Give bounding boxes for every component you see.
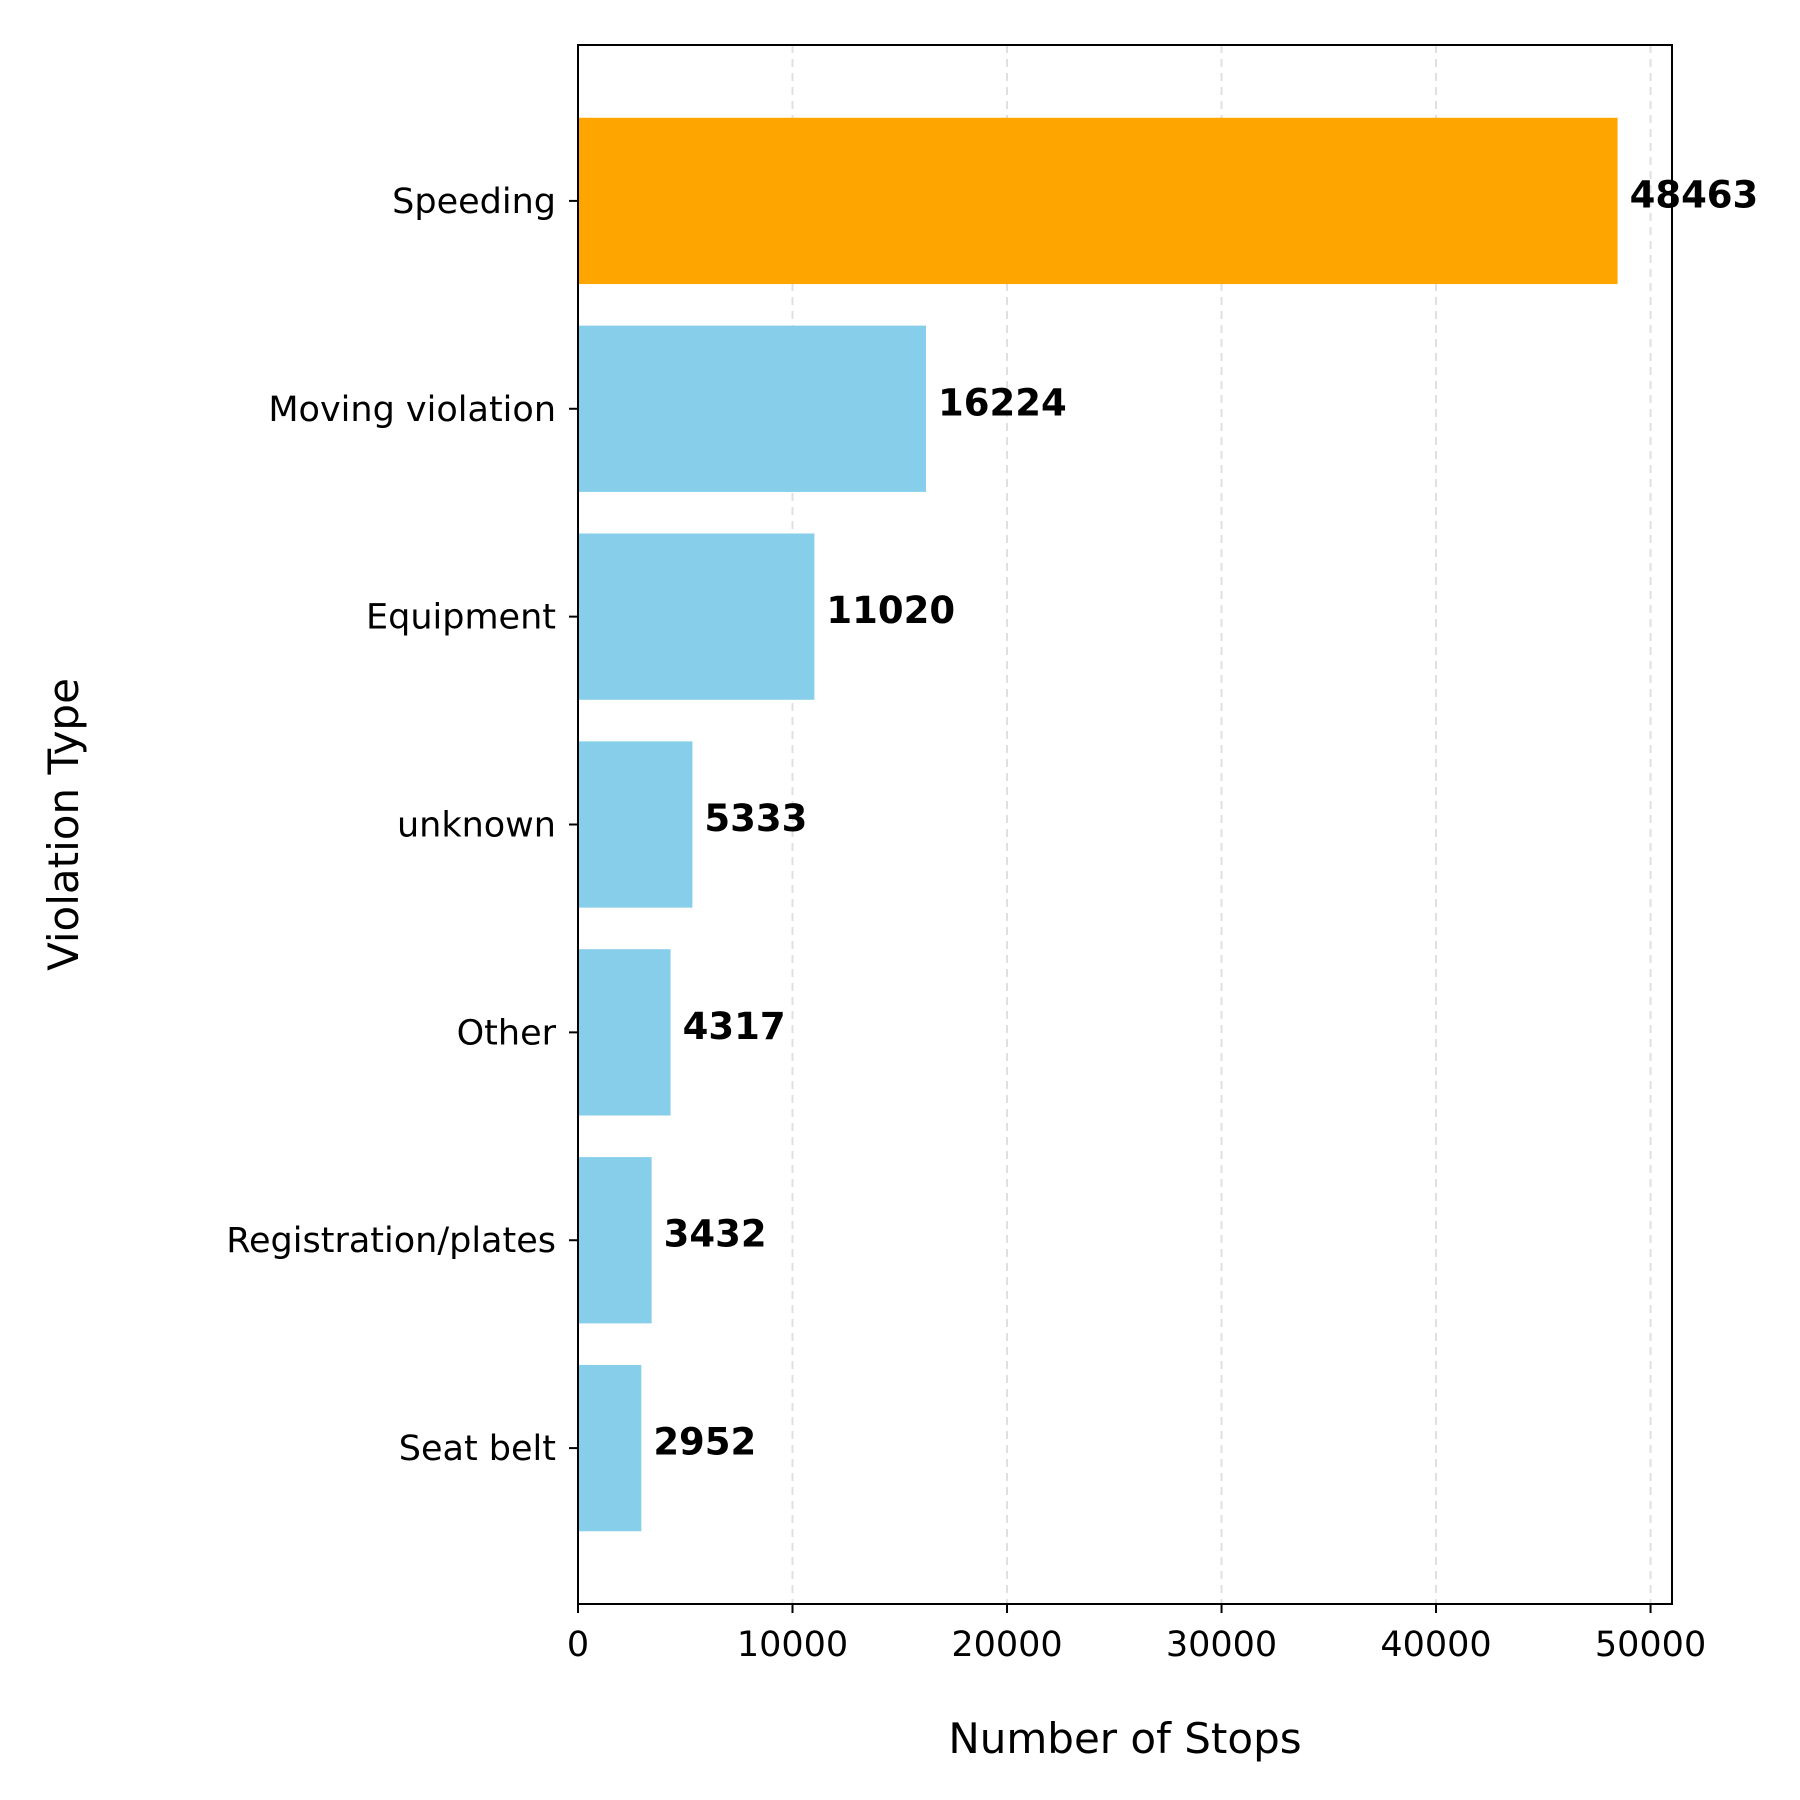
y-tick-label: Speeding (392, 182, 556, 222)
y-tick-label: Other (457, 1013, 557, 1053)
y-axis-title: Violation Type (39, 678, 88, 971)
y-tick-label: Seat belt (399, 1429, 556, 1469)
x-tick-label: 30000 (1166, 1625, 1277, 1665)
x-tick-label: 0 (567, 1625, 589, 1665)
bar (578, 949, 671, 1116)
y-axis-ticks: Speeding Moving violation Equipment unknown… (226, 182, 578, 1469)
x-tick-label: 50000 (1595, 1625, 1706, 1665)
bar-value-label: 48463 (1630, 173, 1759, 216)
x-tick-label: 40000 (1380, 1625, 1491, 1665)
bars (578, 117, 1618, 1532)
bar (578, 1364, 642, 1532)
grid-lines (791, 45, 1652, 1604)
bar-value-label: 11020 (826, 589, 955, 632)
x-axis-ticks: 0 10000 20000 30000 40000 50000 (567, 1604, 1706, 1665)
x-tick-label: 10000 (737, 1625, 848, 1665)
bar-value-label: 4317 (683, 1005, 786, 1048)
y-tick-label: unknown (397, 806, 556, 846)
bar-value-label: 2952 (653, 1421, 756, 1464)
bar-value-label: 3432 (664, 1213, 767, 1256)
x-tick-label: 20000 (951, 1625, 1062, 1665)
y-tick-label: Registration/plates (226, 1221, 556, 1261)
bar-value-label: 5333 (704, 797, 807, 840)
y-tick-label: Moving violation (268, 390, 556, 430)
bar-value-label: 16224 (938, 381, 1067, 424)
bar (578, 1157, 652, 1324)
bar (578, 741, 693, 908)
bar (578, 325, 927, 492)
x-axis-title: Number of Stops (948, 1714, 1301, 1763)
data-labels: 48463 16224 11020 5333 4317 3432 2952 (653, 173, 1758, 1463)
bar (578, 533, 815, 700)
bar (578, 117, 1618, 285)
y-tick-label: Equipment (366, 598, 556, 638)
